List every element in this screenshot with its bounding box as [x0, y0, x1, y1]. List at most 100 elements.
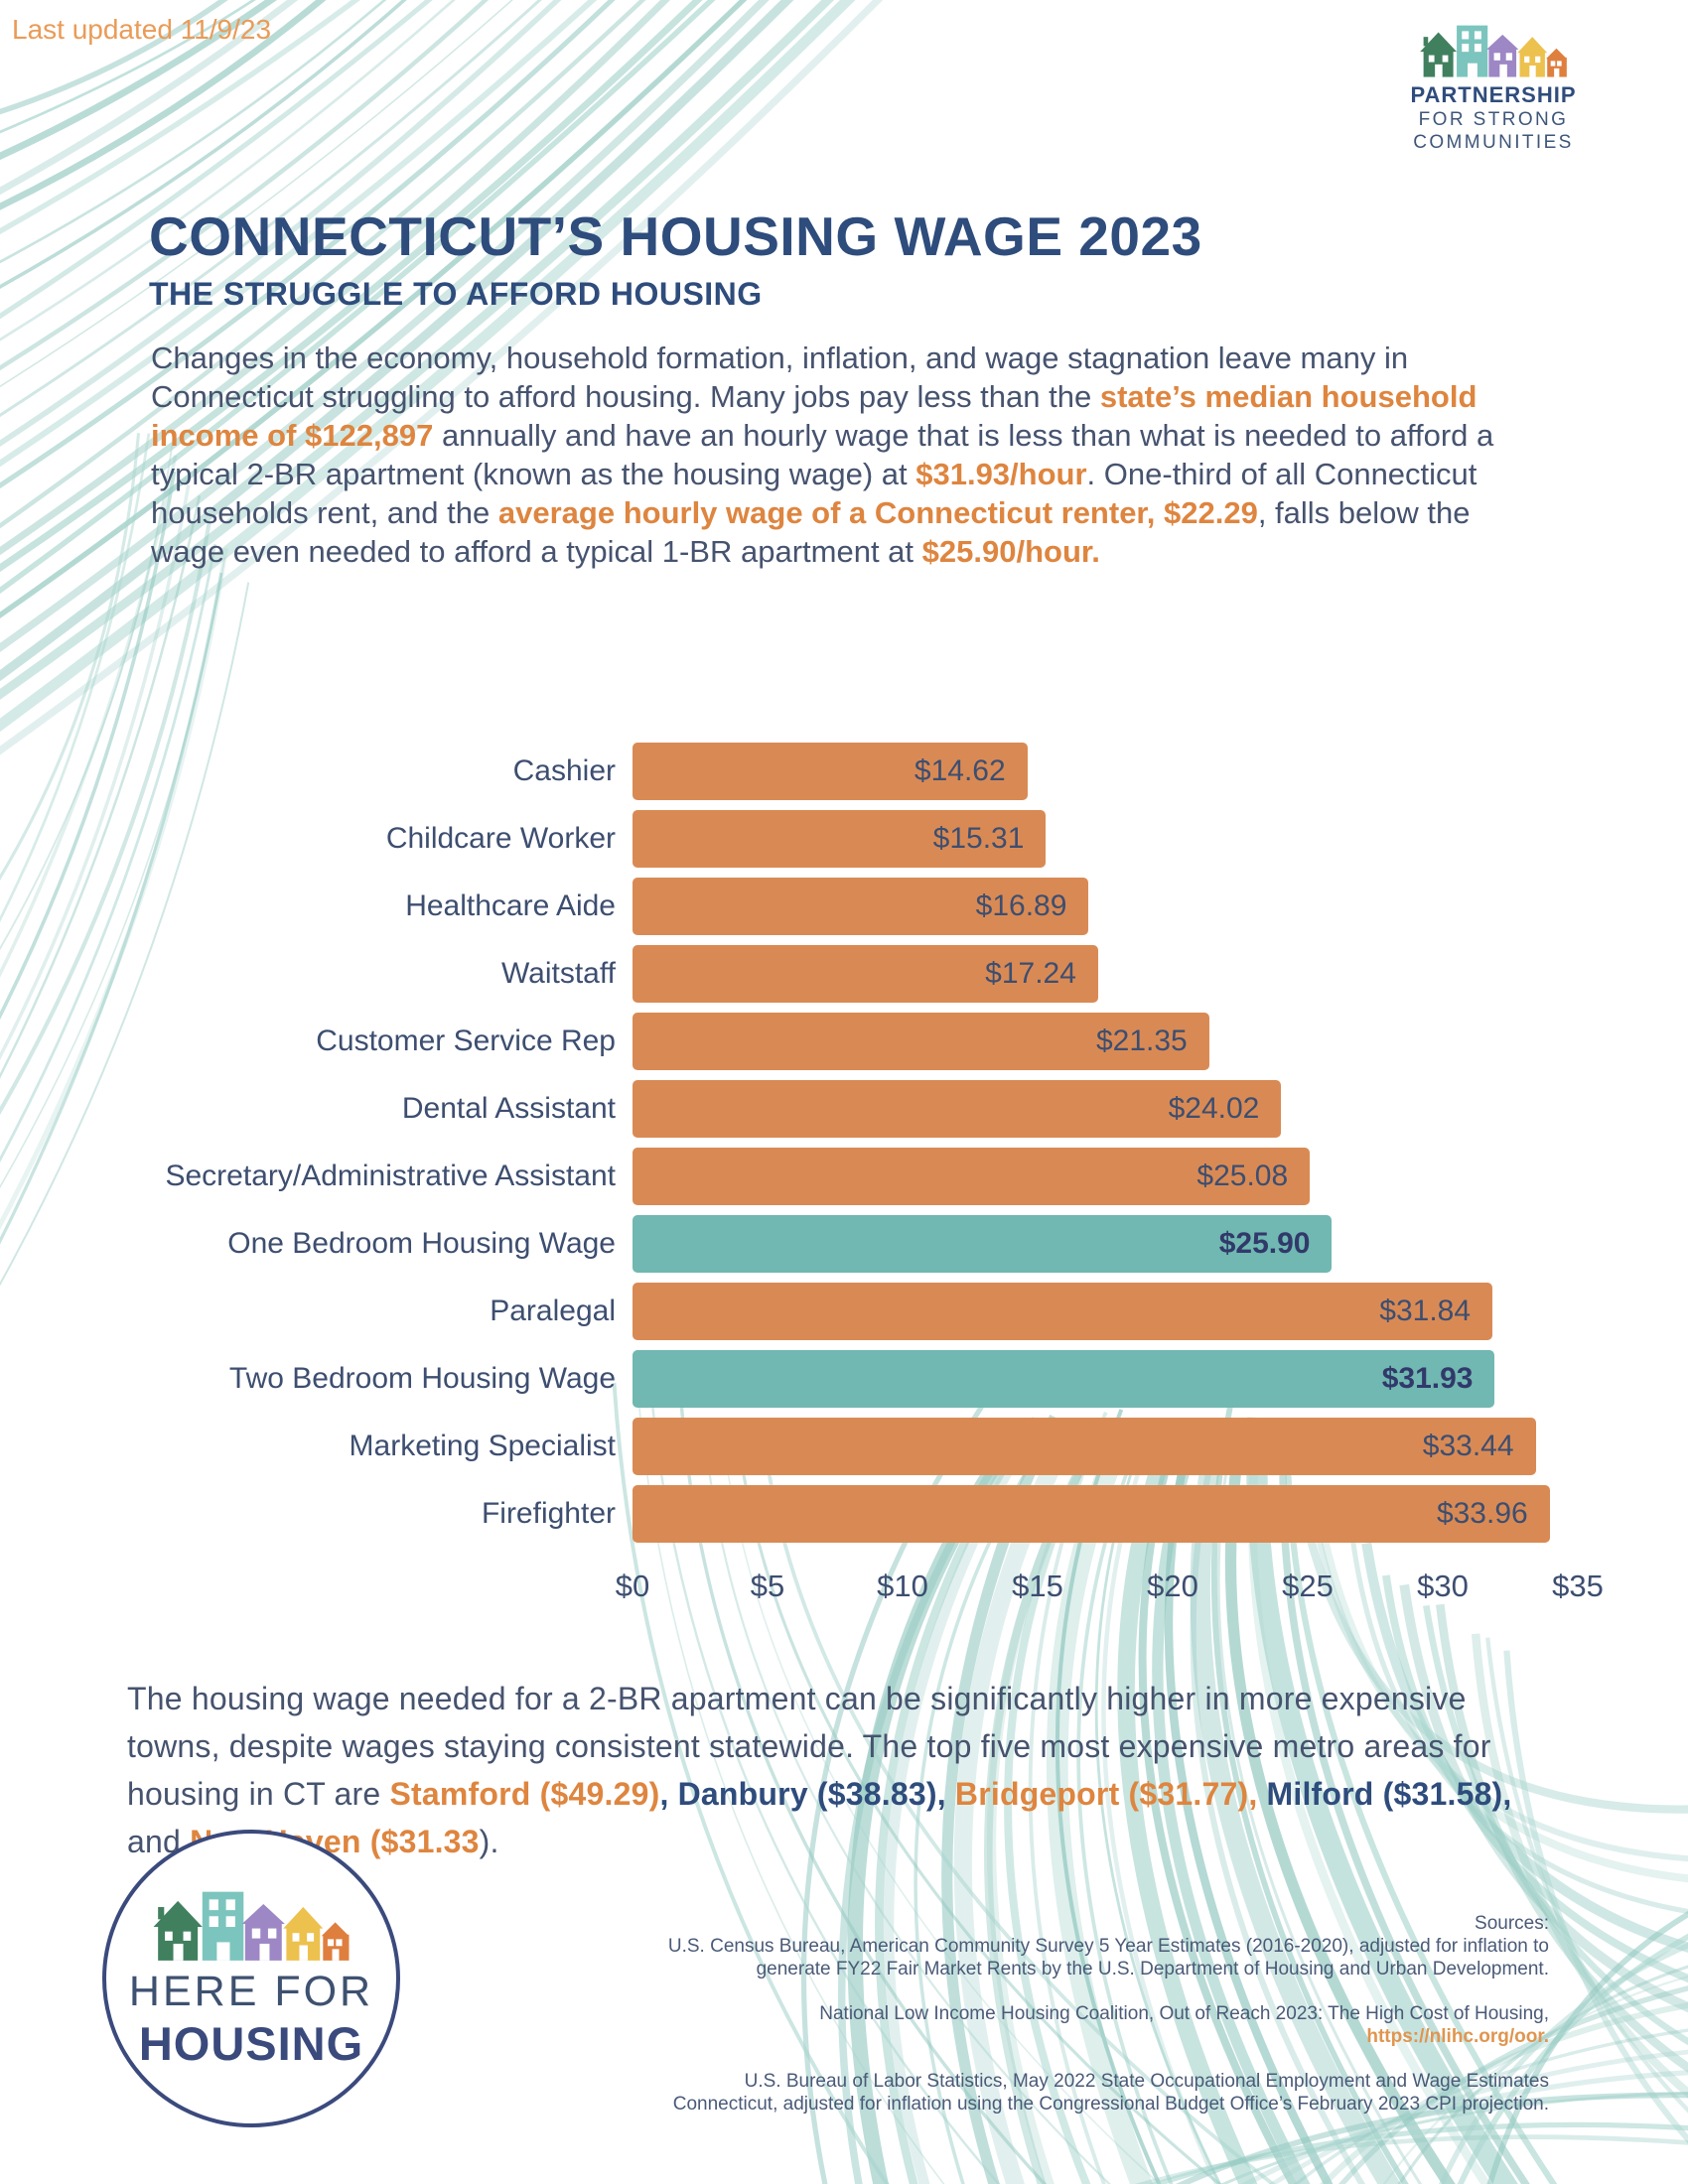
swirl-stroke [0, 0, 562, 447]
swirl-stroke [0, 0, 433, 320]
chart-bar: $31.84 [633, 1283, 1493, 1340]
chart-x-axis: $0 $5 $10 $15 $20 $25 $30 $35 [616, 1569, 1604, 1612]
swirl-stroke [0, 444, 174, 951]
swirl-stroke [0, 572, 223, 1245]
chart-row: Secretary/Administrative Assistant $25.08 [84, 1148, 1578, 1205]
swirl-stroke [0, 0, 299, 196]
swirl-stroke [1485, 1637, 1688, 2114]
swirl-stroke [0, 0, 646, 529]
swirl-stroke [0, 0, 327, 210]
swirl-stroke [0, 0, 513, 388]
text-segment: The housing wage needed for a 2-BR apart… [127, 1681, 1491, 1812]
chart-category-label: Cashier [512, 754, 616, 787]
swirl-stroke [0, 0, 277, 161]
outro-paragraph: The housing wage needed for a 2-BR apart… [127, 1675, 1556, 1865]
text-segment: average hourly wage of a Connecticut ren… [497, 495, 1258, 530]
swirl-stroke [0, 495, 202, 1079]
text-segment: Milford ($31.58), [1266, 1776, 1512, 1812]
chart-bar: $15.31 [633, 810, 1047, 868]
source-bls: U.S. Bureau of Labor Statistics, May 202… [477, 2070, 1549, 2116]
swirl-stroke [0, 0, 456, 341]
swirl-stroke [986, 1449, 1093, 2184]
chart-category-label: Childcare Worker [385, 822, 616, 855]
partnership-logo-line2: FOR STRONG [1418, 109, 1569, 130]
x-axis-tick-label: $20 [1147, 1569, 1198, 1603]
intro-paragraph: Changes in the economy, household format… [151, 339, 1549, 571]
swirl-stroke [0, 0, 716, 595]
housing-wage-chart: Cashier $14.62 Childcare Worker $15.31 Healt… [84, 743, 1604, 1612]
swirl-stroke [1219, 2091, 1688, 2184]
here-for-housing-line1: HERE FOR [128, 1967, 374, 2015]
chart-bar: $25.90 [633, 1215, 1333, 1273]
chart-category-label: Secretary/Administrative Assistant [165, 1160, 616, 1192]
chart-category-label: Marketing Specialist [349, 1430, 616, 1462]
chart-bar-track: $33.96 [633, 1485, 1578, 1543]
chart-bar-value-label: $16.89 [975, 889, 1067, 922]
swirl-stroke [0, 0, 835, 700]
chart-row: Waitstaff $17.24 [84, 945, 1578, 1003]
page-title: CONNECTICUT’S HOUSING WAGE 2023 [149, 205, 1202, 267]
chart-bar-value-label: $24.02 [1168, 1092, 1260, 1125]
swirl-stroke [0, 0, 748, 618]
text-segment: Stamford ($49.29) [389, 1776, 660, 1812]
swirl-stroke [1397, 1965, 1688, 2184]
swirl-stroke [0, 519, 212, 1116]
chart-bar-track: $33.44 [633, 1418, 1578, 1475]
swirl-stroke [1338, 1985, 1688, 2184]
text-segment [1257, 1776, 1266, 1812]
swirl-stroke [1382, 1975, 1688, 2184]
x-axis-tick-label: $10 [877, 1569, 928, 1603]
swirl-stroke [1004, 1442, 1096, 2184]
chart-bar-value-label: $14.62 [914, 754, 1006, 787]
chart-bar-track: $16.89 [633, 878, 1578, 935]
swirl-stroke [1320, 2001, 1688, 2184]
swirl-stroke [0, 0, 598, 468]
text-segment: $31.93/hour [915, 457, 1087, 491]
swirl-stroke [1381, 1574, 1688, 1983]
chart-row: Childcare Worker $15.31 [84, 810, 1578, 868]
text-segment: ). [479, 1824, 499, 1859]
swirl-stroke [0, 0, 407, 289]
swirl-stroke [0, 0, 360, 235]
swirl-stroke [914, 1447, 1042, 2184]
swirl-stroke [0, 0, 228, 115]
swirl-stroke [0, 0, 770, 652]
swirl-stroke [1472, 1633, 1688, 2099]
swirl-stroke [1486, 1911, 1688, 2184]
chart-category-label: Customer Service Rep [316, 1024, 616, 1057]
chart-row: One Bedroom Housing Wage $25.90 [84, 1215, 1578, 1273]
chart-bar: $14.62 [633, 743, 1028, 800]
text-segment [946, 1776, 955, 1812]
text-segment: U.S. Census Bureau, American Community S… [667, 1936, 1549, 1979]
source-link[interactable]: https://nlihc.org/oor. [1366, 2026, 1549, 2047]
chart-bar-value-label: $31.93 [1381, 1362, 1474, 1395]
x-axis-tick-label: $25 [1282, 1569, 1334, 1603]
swirl-stroke [763, 1443, 1276, 2184]
text-segment: National Low Income Housing Coalition, O… [819, 2003, 1549, 2024]
swirl-stroke [1138, 1451, 1298, 2184]
chart-category-label: Firefighter [481, 1497, 616, 1530]
swirl-stroke [1134, 2134, 1688, 2184]
swirl-stroke [1240, 2070, 1688, 2184]
chart-bar-track: $17.24 [633, 945, 1578, 1003]
text-segment: , falls below the wage even needed to af… [151, 495, 1471, 569]
partnership-logo: PARTNERSHIP FOR STRONG COMMUNITIES [1394, 22, 1593, 154]
swirl-stroke [737, 1439, 1222, 2184]
swirl-stroke [0, 0, 670, 556]
swirl-stroke [0, 0, 542, 418]
x-axis-tick-label: $35 [1552, 1569, 1604, 1603]
chart-row: Customer Service Rep $21.35 [84, 1013, 1578, 1070]
swirl-stroke [0, 471, 177, 1021]
here-for-housing-logo: HERE FOR HOUSING [102, 1830, 400, 2127]
houses-icon [152, 1887, 351, 1964]
chart-row: Two Bedroom Housing Wage $31.93 [84, 1350, 1578, 1408]
text-segment: state’s median household income of $122,… [151, 379, 1477, 453]
chart-row: Healthcare Aide $16.89 [84, 878, 1578, 935]
chart-bar: $24.02 [633, 1080, 1282, 1138]
swirl-stroke [0, 544, 216, 1163]
last-updated-text: Last updated 11/9/23 [12, 14, 272, 45]
swirl-stroke [0, 0, 703, 573]
chart-bar-track: $31.93 [633, 1350, 1578, 1408]
swirl-stroke [1190, 1447, 1401, 2184]
